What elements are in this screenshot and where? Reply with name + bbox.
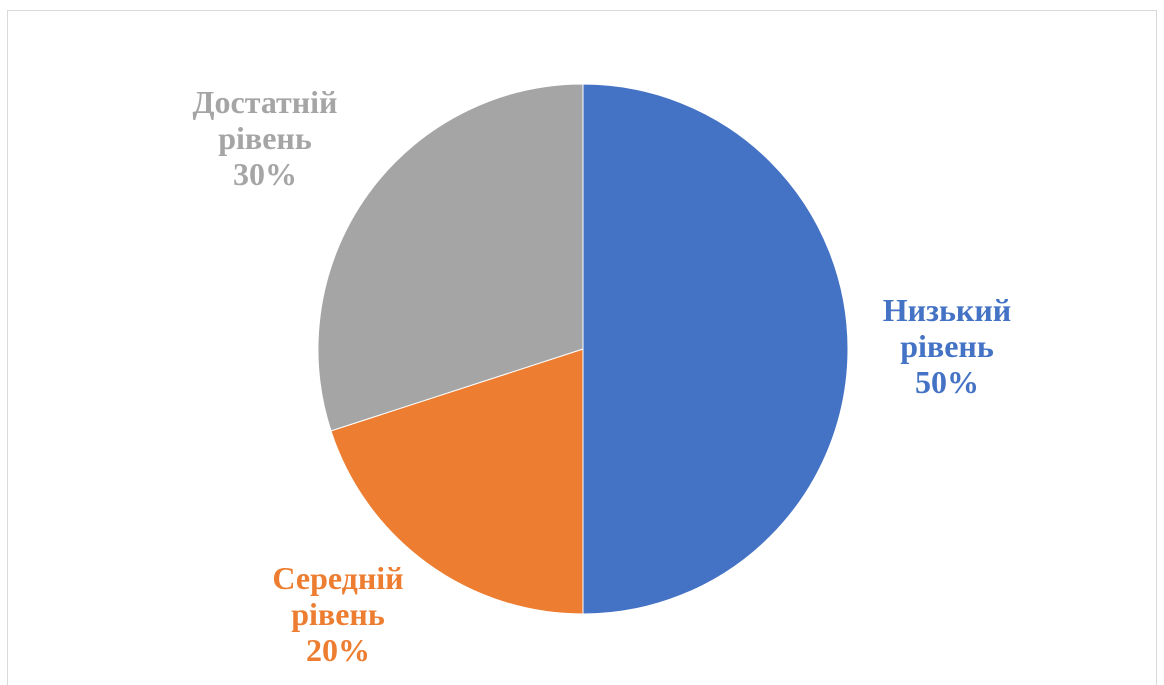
label-slice-2: Достатній рівень 30% <box>170 84 360 192</box>
label-slice-2-percent: 30% <box>233 156 297 192</box>
label-slice-2-line-2: рівень <box>218 120 312 156</box>
label-slice-0-percent: 50% <box>915 364 979 400</box>
label-slice-0-line-2: рівень <box>900 328 994 364</box>
label-slice-1-percent: 20% <box>306 632 370 668</box>
label-slice-1-line-1: Середній <box>272 560 404 596</box>
label-slice-0-line-1: Низький <box>882 292 1012 328</box>
label-slice-1: Середній рівень 20% <box>248 560 428 668</box>
label-slice-2-line-1: Достатній <box>192 84 338 120</box>
pie-slice-2 <box>317 83 584 432</box>
pie-slice-1 <box>330 348 584 615</box>
label-slice-1-line-2: рівень <box>291 596 385 632</box>
pie-slice-0 <box>582 83 849 615</box>
label-slice-0: Низький рівень 50% <box>872 292 1022 400</box>
